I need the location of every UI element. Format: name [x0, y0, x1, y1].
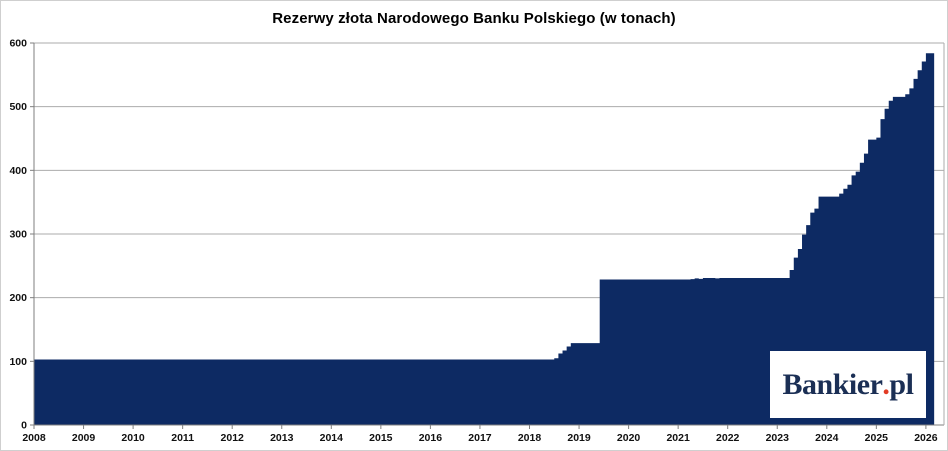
x-tick-label: 2025 [865, 432, 889, 444]
bankier-logo: Bankier. pl [770, 351, 926, 418]
x-tick-label: 2009 [72, 432, 96, 444]
x-tick-label: 2010 [121, 432, 145, 444]
x-tick-label: 2015 [369, 432, 393, 444]
y-tick-label: 0 [21, 420, 27, 432]
y-tick-label: 200 [9, 292, 27, 304]
x-tick-label: 2020 [617, 432, 641, 444]
bankier-logo-dot: . [882, 367, 890, 401]
bankier-logo-text: Bankier [782, 367, 883, 401]
x-tick-label: 2019 [567, 432, 591, 444]
x-tick-label: 2011 [171, 432, 194, 444]
x-tick-label: 2016 [419, 432, 443, 444]
x-tick-label: 2017 [468, 432, 492, 444]
x-tick-label: 2024 [815, 432, 839, 444]
gold-reserves-series-area [34, 53, 935, 425]
x-tick-label: 2012 [221, 432, 245, 444]
x-tick-label: 2008 [22, 432, 46, 444]
x-tick-label: 2021 [666, 432, 690, 444]
y-tick-label: 400 [9, 165, 27, 177]
x-tick-label: 2023 [766, 432, 790, 444]
y-tick-label: 500 [9, 101, 27, 113]
y-tick-label: 600 [9, 38, 27, 50]
bankier-logo-suffix: pl [889, 367, 914, 401]
x-tick-label: 2018 [518, 432, 542, 444]
y-tick-label: 100 [9, 356, 27, 368]
x-tick-label: 2013 [270, 432, 294, 444]
y-tick-label: 300 [9, 229, 27, 241]
chart-title: Rezerwy złota Narodowego Banku Polskiego… [272, 10, 676, 27]
x-tick-label: 2022 [716, 432, 740, 444]
x-tick-label: 2014 [320, 432, 344, 444]
x-tick-label: 2026 [914, 432, 938, 444]
